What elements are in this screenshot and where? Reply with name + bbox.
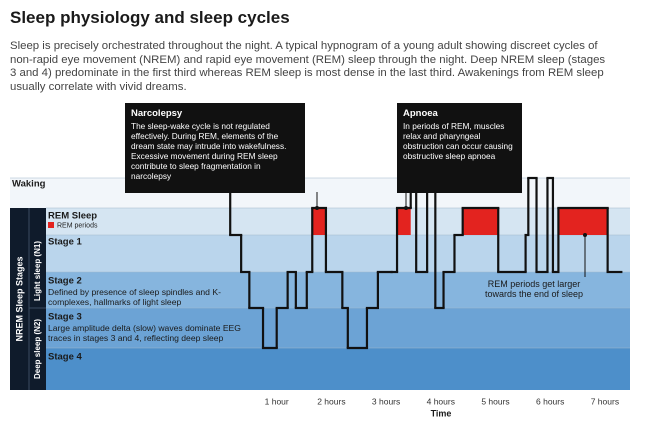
x-tick-label: 1 hour <box>265 396 289 406</box>
subgroup-label: Deep sleep (N2) <box>33 319 42 379</box>
x-tick-label: 2 hours <box>317 396 345 406</box>
band-label: Stage 2 <box>48 276 82 287</box>
annotation: REM periods get larger towards the end o… <box>484 279 584 299</box>
x-axis-label: Time <box>431 408 452 418</box>
x-tick-label: 6 hours <box>536 396 564 406</box>
rem-period <box>397 208 411 235</box>
callout-text: In periods of REM, muscles relax and pha… <box>403 121 513 161</box>
callout-title: Apnoea <box>403 108 438 119</box>
x-tick-label: 5 hours <box>481 396 509 406</box>
sidebar <box>10 208 46 390</box>
band <box>46 308 630 348</box>
x-tick-label: 7 hours <box>591 396 619 406</box>
subtitle: Sleep is precisely orchestrated througho… <box>10 40 606 93</box>
band-label: Stage 1 <box>48 237 83 248</box>
legend-swatch <box>48 222 54 228</box>
band-label: Stage 4 <box>48 352 83 363</box>
subgroup-label: Light sleep (N1) <box>33 241 42 301</box>
title: Sleep physiology and sleep cycles <box>10 8 290 27</box>
band-label: Waking <box>12 179 46 190</box>
callout-narcolepsy: Narcolepsy The sleep-wake cycle is not r… <box>125 103 305 193</box>
rem-period <box>558 208 608 235</box>
callout-text: The sleep-wake cycle is not regulated ef… <box>131 121 287 181</box>
band <box>46 272 630 308</box>
rem-period <box>462 208 499 235</box>
band-note: Defined by presence of sleep spindles an… <box>48 287 221 307</box>
pointer-dot <box>583 233 587 237</box>
band-note: Large amplitude delta (slow) waves domin… <box>48 323 241 343</box>
x-tick-label: 4 hours <box>427 396 455 406</box>
band-label: REM Sleep <box>48 211 97 222</box>
legend-label: REM periods <box>57 222 98 229</box>
x-tick-label: 3 hours <box>372 396 400 406</box>
band-label: Stage 3 <box>48 312 82 323</box>
group-label: NREM Sleep Stages <box>14 256 24 341</box>
callout-title: Narcolepsy <box>131 108 183 119</box>
band <box>10 178 630 208</box>
band <box>46 208 630 235</box>
rem-period <box>312 208 326 235</box>
band <box>46 235 630 272</box>
callout-apnoea: Apnoea In periods of REM, muscles relax … <box>397 103 522 193</box>
band <box>46 348 630 390</box>
